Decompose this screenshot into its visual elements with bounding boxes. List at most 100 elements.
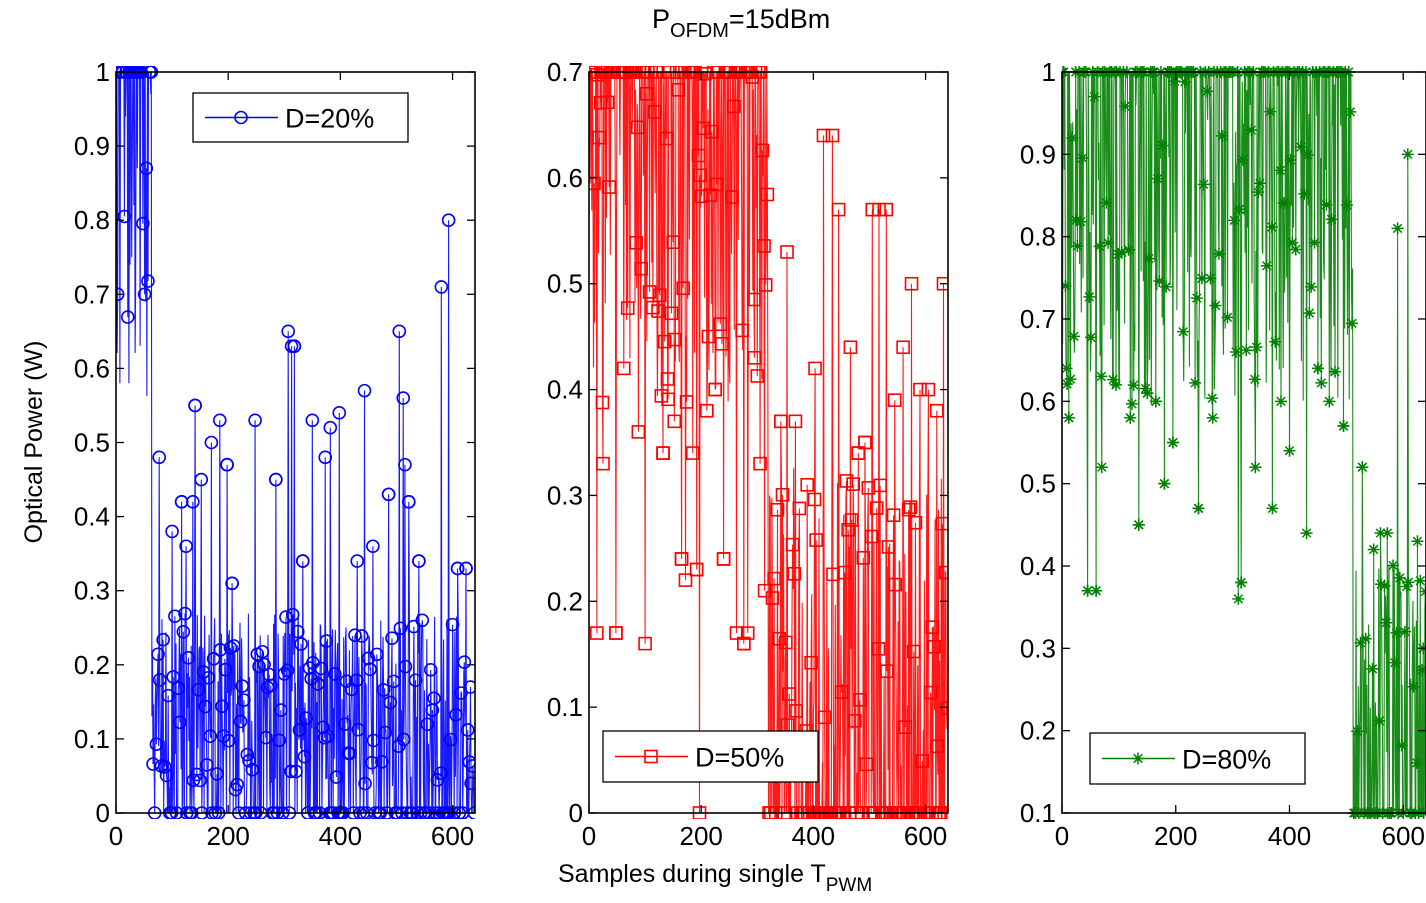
data-point: [927, 640, 941, 654]
data-point: [1340, 199, 1353, 212]
data-point: [215, 699, 229, 714]
y-tick-label: 0: [96, 798, 110, 828]
y-tick-label: 0.2: [1020, 716, 1056, 746]
data-point: [1356, 461, 1369, 474]
data-point: [930, 739, 945, 754]
data-point: [281, 324, 296, 339]
data-point: [1320, 198, 1333, 211]
data-point: [460, 723, 475, 737]
data-point: [166, 670, 181, 684]
data-point: [1201, 85, 1214, 98]
data-point: [375, 754, 389, 769]
data-point: [168, 609, 182, 624]
x-axis-label: Samples during single TPWM: [558, 860, 872, 896]
data-point: [1380, 616, 1393, 629]
data-point: [1088, 90, 1101, 103]
data-point: [647, 105, 662, 119]
data-point: [1323, 395, 1336, 408]
data-point: [423, 663, 438, 677]
data-point: [280, 663, 295, 678]
data-point: [1177, 325, 1190, 338]
data-point: [156, 632, 170, 647]
data-point: [1178, 75, 1191, 88]
data-point: [844, 513, 859, 527]
data-point: [1373, 714, 1386, 727]
data-point: [872, 202, 886, 217]
data-point: [750, 369, 765, 383]
data-point: [775, 487, 790, 502]
data-point: [935, 516, 948, 531]
data-point: [1398, 625, 1411, 638]
data-point: [430, 773, 445, 787]
data-point: [363, 662, 377, 677]
data-point: [755, 143, 770, 158]
data-point: [287, 339, 302, 353]
data-point: [305, 413, 320, 428]
data-point: [1090, 584, 1103, 597]
data-point: [1216, 129, 1229, 142]
y-tick-label: 0.3: [547, 480, 583, 510]
figure-title: POFDM=15dBm: [652, 4, 830, 42]
data-point: [210, 767, 224, 781]
data-point: [871, 642, 886, 656]
series-line: [1062, 71, 1426, 814]
data-point: [1284, 154, 1297, 167]
data-point: [366, 733, 381, 748]
data-point: [881, 540, 896, 554]
y-tick-label: 0.6: [547, 163, 583, 193]
data-point: [638, 636, 652, 651]
data-point: [149, 737, 164, 752]
data-point: [696, 121, 711, 136]
y-tick-label: 0.6: [74, 353, 110, 383]
data-point: [770, 502, 785, 517]
data-point: [869, 501, 884, 515]
data-point: [1337, 420, 1350, 433]
x-tick-label: 400: [319, 821, 362, 851]
data-point: [1402, 576, 1415, 589]
data-point: [678, 573, 693, 587]
data-point: [853, 693, 867, 707]
data-point: [173, 715, 187, 730]
data-point: [737, 636, 751, 651]
data-point: [295, 554, 310, 568]
data-point: [1119, 100, 1132, 113]
data-point: [757, 239, 771, 253]
data-point: [659, 131, 674, 146]
y-tick-label: 0.4: [547, 375, 583, 405]
data-point: [463, 680, 475, 694]
data-point: [913, 382, 927, 397]
data-point: [120, 310, 135, 324]
data-point: [117, 209, 132, 224]
data-point: [787, 567, 802, 581]
data-point: [765, 591, 780, 605]
data-point: [782, 687, 797, 701]
data-point: [1367, 543, 1380, 556]
data-point: [1149, 395, 1162, 408]
data-point: [1081, 584, 1094, 597]
subplot-d20: 0 200 400 600 0 0.1 0.2 0.3 0.4 0.5 0.6 0.7 0.8 0.9 1 D…: [74, 57, 476, 851]
data-point: [1366, 662, 1379, 675]
data-point: [221, 733, 236, 748]
data-point: [747, 351, 762, 365]
y-tick-label: 0.6: [1020, 386, 1056, 416]
y-tick-label: 0.7: [1020, 304, 1056, 334]
data-point: [294, 637, 308, 651]
y-tick-label: 0.1: [547, 692, 583, 722]
data-point: [904, 276, 919, 291]
data-point: [1260, 259, 1273, 272]
data-point: [396, 391, 411, 405]
data-point: [1400, 580, 1413, 593]
data-point: [1232, 592, 1245, 605]
data-point: [879, 202, 894, 217]
data-point: [616, 361, 631, 376]
data-point: [139, 161, 154, 176]
data-point: [780, 245, 794, 259]
data-point: [676, 281, 691, 296]
data-point: [200, 758, 214, 772]
y-tick-label: 0.5: [74, 428, 110, 458]
data-point: [376, 683, 391, 697]
data-point: [181, 651, 196, 665]
data-point: [318, 450, 333, 465]
data-point: [698, 67, 712, 81]
x-tick-label: 0: [109, 821, 123, 851]
